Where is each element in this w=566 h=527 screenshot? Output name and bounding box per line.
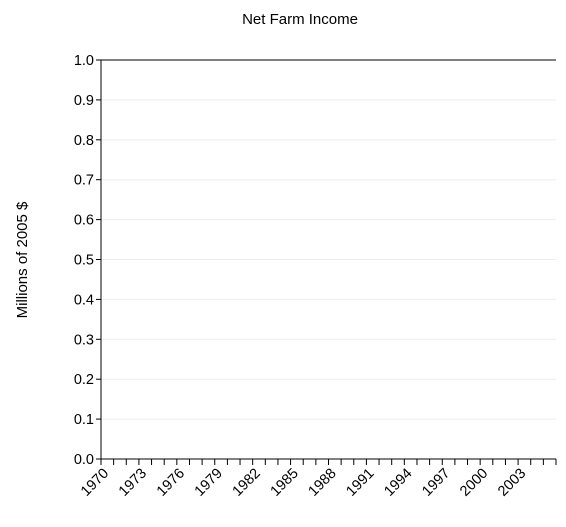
y-tick-label: 0.9 bbox=[74, 93, 94, 109]
y-tick-label: 1.0 bbox=[74, 53, 94, 69]
x-tick-label: 2003 bbox=[495, 466, 529, 500]
x-tick-label: 2000 bbox=[457, 466, 491, 500]
y-tick-label: 0.7 bbox=[74, 173, 94, 189]
x-tick-label: 1991 bbox=[343, 466, 377, 500]
x-tick-label: 1988 bbox=[306, 466, 340, 500]
y-tick-label: 0.5 bbox=[74, 253, 94, 269]
y-axis-label: Millions of 2005 $ bbox=[14, 201, 31, 318]
y-tick-label: 0.2 bbox=[74, 372, 94, 388]
x-tick-label: 1985 bbox=[268, 466, 302, 500]
y-tick-label: 0.1 bbox=[74, 412, 94, 428]
x-tick-label: 1979 bbox=[192, 466, 226, 500]
y-axis-ticks: 0.0 0.1 0.2 0.3 0.4 0.5 0.6 0.7 0.8 0.9 1.0 bbox=[74, 53, 101, 468]
x-tick-label: 1970 bbox=[78, 466, 112, 500]
x-tick-label: 1976 bbox=[154, 466, 188, 500]
x-tick-label: 1997 bbox=[419, 466, 453, 500]
chart-title: Net Farm Income bbox=[242, 11, 358, 28]
gridlines bbox=[101, 99, 556, 420]
x-tick-label: 1994 bbox=[381, 466, 415, 500]
y-tick-label: 0.4 bbox=[74, 292, 94, 308]
y-tick-label: 0.0 bbox=[74, 452, 94, 468]
y-tick-label: 0.3 bbox=[74, 332, 94, 348]
x-axis-ticks: 1970 1973 1976 1979 1982 1985 1988 1991 1994 1997… bbox=[78, 459, 557, 500]
x-tick-label: 1982 bbox=[230, 466, 264, 500]
y-tick-label: 0.6 bbox=[74, 213, 94, 229]
y-tick-label: 0.8 bbox=[74, 133, 94, 149]
x-tick-label: 1973 bbox=[116, 466, 150, 500]
